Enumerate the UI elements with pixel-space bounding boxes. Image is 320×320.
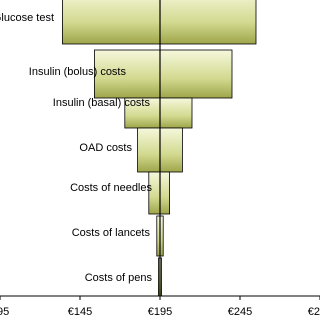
x-tick-label: €245 [228,306,252,318]
category-label: Insulin (basal) costs [53,97,151,109]
bar [124,97,193,129]
bar [94,49,233,99]
category-label: OAD costs [79,142,132,154]
x-tick-label: €195 [148,306,172,318]
x-tick-label: €145 [68,306,92,318]
category-label: Costs of needles [70,182,152,194]
bar [148,171,171,215]
category-label: Glucose test [0,12,54,24]
category-label: Costs of lancets [72,227,151,239]
x-tick-label: €295 [308,306,320,318]
category-label: Costs of pens [85,272,153,284]
bar [62,0,257,45]
x-tick-label: €95 [0,306,9,318]
category-label: Insulin (bolus) costs [29,66,127,78]
